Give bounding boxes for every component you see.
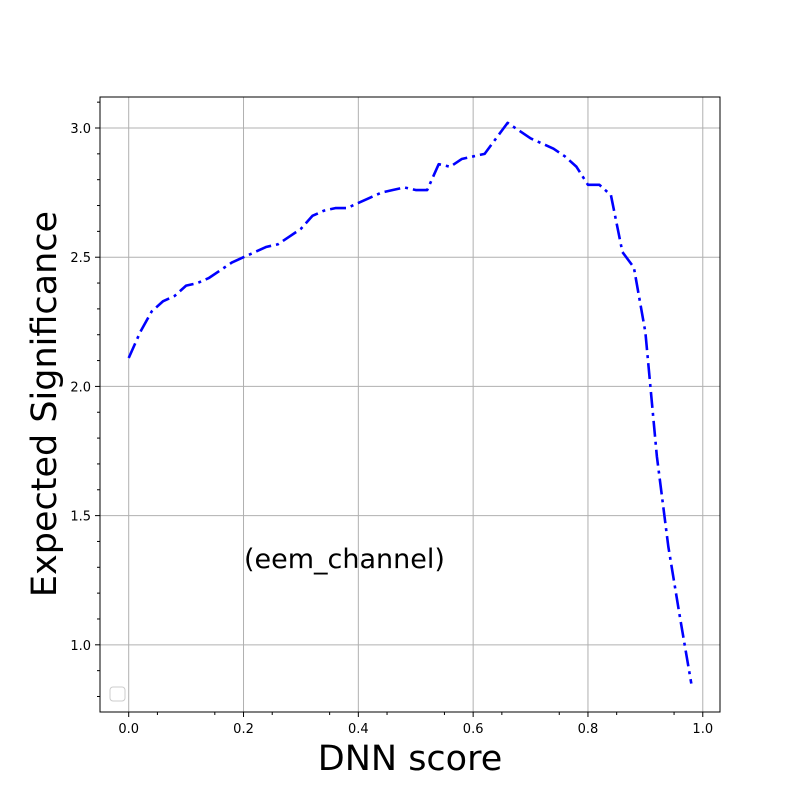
x-tick-label: 0.6 bbox=[463, 722, 484, 737]
y-tick-label: 2.5 bbox=[70, 251, 91, 266]
x-tick-label: 0.4 bbox=[348, 722, 369, 737]
y-tick-label: 3.0 bbox=[70, 122, 91, 137]
y-tick-label: 1.0 bbox=[70, 639, 91, 654]
x-tick-label: 0.8 bbox=[578, 722, 599, 737]
x-tick-label: 0.2 bbox=[233, 722, 254, 737]
y-tick-label: 2.0 bbox=[70, 380, 91, 395]
grid bbox=[100, 97, 720, 712]
axes-frame bbox=[99, 96, 721, 713]
chart-annotation: (eem_channel) bbox=[244, 544, 445, 575]
y-axis-title: Expected Significance bbox=[25, 211, 65, 597]
ticks-layer: 0.0 0.2 0.4 0.6 0.8 1.0 1.0 1.5 2.0 2.5 3.0 bbox=[70, 101, 713, 737]
series-line bbox=[127, 121, 693, 684]
series-layer bbox=[127, 121, 693, 684]
x-tick-label: 1.0 bbox=[692, 722, 713, 737]
x-axis-title: DNN score bbox=[318, 739, 503, 779]
x-tick-label: 0.0 bbox=[118, 722, 139, 737]
legend-box bbox=[109, 686, 126, 702]
y-tick-label: 1.5 bbox=[70, 510, 91, 525]
